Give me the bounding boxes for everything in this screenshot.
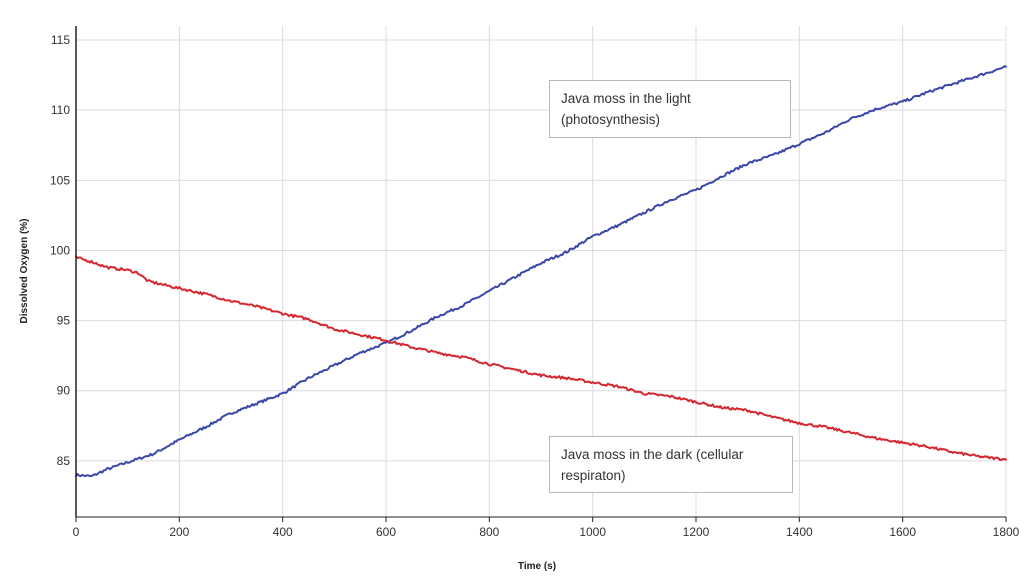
y-tick-label: 115 <box>51 33 70 47</box>
y-tick-label: 110 <box>51 103 70 117</box>
x-tick-label: 800 <box>479 525 499 539</box>
x-tick-label: 600 <box>376 525 396 539</box>
x-tick-label: 1000 <box>579 525 606 539</box>
y-tick-label: 100 <box>50 243 70 257</box>
series-line-dark <box>75 255 1007 461</box>
tick-labels: 0 200 400 600 800 1000 1200 1400 1600 1800 85 90 95 1… <box>50 33 1020 539</box>
series-line-light <box>75 65 1007 478</box>
x-tick-label: 0 <box>73 525 80 539</box>
y-tick-label: 90 <box>57 384 71 398</box>
x-axis-title: Time (s) <box>518 561 556 572</box>
y-axis-title: Dissolved Oxygen (%) <box>19 218 30 323</box>
grid <box>76 26 1007 517</box>
x-tick-label: 400 <box>273 525 293 539</box>
axes <box>75 26 1006 518</box>
annotation-dark: Java moss in the dark (cellular respirat… <box>549 436 793 493</box>
x-tick-label: 1200 <box>683 525 710 539</box>
y-tick-label: 85 <box>57 454 71 468</box>
x-tick-label: 1800 <box>993 525 1020 539</box>
x-tick-label: 200 <box>169 525 189 539</box>
x-tick-label: 1600 <box>889 525 916 539</box>
y-tick-label: 95 <box>57 314 71 328</box>
x-tick-label: 1400 <box>786 525 813 539</box>
series-layer <box>75 65 1007 478</box>
annotation-light: Java moss in the light (photosynthesis) <box>549 80 791 138</box>
y-tick-label: 105 <box>50 173 70 187</box>
